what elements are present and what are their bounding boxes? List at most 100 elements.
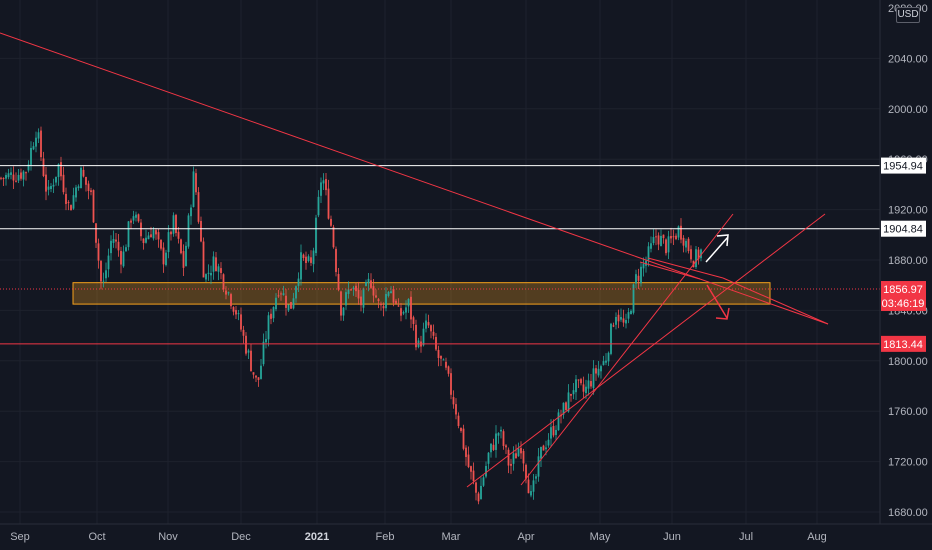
candle-body (542, 445, 545, 451)
candle-body (350, 289, 352, 291)
candle-body (630, 310, 632, 315)
candle-body (340, 291, 342, 316)
candle-body (650, 243, 652, 249)
candle-body (40, 130, 42, 158)
candle-body (232, 307, 235, 312)
last-price-label: 1856.97 (883, 284, 923, 296)
candle-body (632, 284, 635, 313)
candle-body (155, 230, 157, 235)
candle-body (202, 241, 205, 278)
candle-body (5, 175, 7, 179)
candle-body (357, 289, 360, 299)
candle-body (142, 238, 145, 244)
candle-body (467, 454, 470, 468)
candle-body (515, 453, 517, 459)
candle-body (377, 299, 380, 301)
candle-body (635, 274, 637, 284)
candle-body (347, 289, 350, 294)
candle-body (35, 137, 37, 147)
candle-body (687, 238, 690, 252)
candle-body (217, 266, 220, 272)
candle-body (437, 349, 440, 358)
candle-body (595, 368, 597, 374)
candle-body (2, 177, 5, 179)
candle-body (647, 246, 650, 261)
candle-body (572, 390, 575, 395)
candle-body (500, 429, 502, 432)
candle-body (605, 360, 607, 363)
candle-body (337, 274, 340, 290)
candle-body (365, 281, 367, 286)
candle-body (135, 214, 137, 218)
candle-body (100, 261, 102, 282)
candle-body (92, 190, 95, 223)
candle-body (80, 167, 82, 189)
candle-body (522, 450, 525, 464)
trendline[interactable] (647, 257, 724, 279)
candle-body (477, 493, 480, 502)
candle-body (507, 449, 510, 466)
candle-body (205, 274, 207, 280)
up-arrow-shaft[interactable] (705, 236, 729, 263)
candle-body (87, 183, 90, 191)
candle-body (675, 235, 677, 240)
candle-body (110, 240, 112, 254)
candle-body (662, 234, 665, 239)
candle-body (105, 270, 107, 279)
candle-body (425, 320, 427, 329)
time-scale[interactable]: Sep Oct Nov Dec 2021 Feb Mar Apr May Jun Jul Aug (10, 531, 827, 543)
candle-body (297, 278, 300, 286)
candle-body (490, 443, 492, 453)
currency-button[interactable]: USD (896, 7, 920, 23)
candle-body (220, 268, 222, 273)
candle-body (12, 174, 15, 181)
candle-body (625, 319, 627, 324)
candle-body (130, 220, 132, 223)
candle-body (327, 188, 330, 219)
trendlines (0, 32, 829, 488)
candle-body (367, 278, 370, 284)
candle-body (62, 174, 65, 193)
candle-body (470, 466, 472, 472)
candle-body (47, 186, 50, 190)
candle-body (505, 445, 507, 448)
candle-body (462, 428, 465, 449)
candle-body (497, 433, 500, 436)
candle-body (312, 250, 315, 265)
candle-body (530, 491, 532, 496)
candle-body (145, 237, 147, 243)
candle-body (640, 266, 642, 284)
trendline[interactable] (520, 213, 734, 486)
candle-body (265, 338, 267, 343)
down-arrow-shaft[interactable] (706, 284, 728, 319)
candle-body (610, 323, 612, 354)
candle-body (657, 235, 660, 245)
candle-body (597, 368, 600, 376)
candle-body (615, 316, 617, 325)
candle-body (82, 169, 85, 177)
candle-body (292, 298, 295, 309)
y-tick-label: 1880.00 (888, 255, 928, 267)
candle-body (95, 223, 97, 243)
candle-body (587, 380, 590, 389)
candle-body (75, 187, 77, 198)
candle-body (245, 335, 247, 354)
y-tick-label: 2040.00 (888, 53, 928, 65)
trendline[interactable] (466, 213, 826, 488)
candle-body (45, 174, 47, 192)
trendline[interactable] (0, 32, 829, 325)
trendline[interactable] (639, 261, 701, 280)
candle-body (682, 237, 685, 246)
candle-body (227, 292, 230, 294)
candle-body (137, 214, 140, 222)
price-line-label: 1813.44 (883, 339, 923, 351)
candle-body (360, 296, 362, 306)
candle-body (85, 176, 87, 185)
trendline[interactable] (722, 277, 829, 325)
candle-body (27, 164, 30, 171)
candle-body (620, 317, 622, 320)
candle-body (70, 205, 72, 211)
candle-body (277, 295, 280, 297)
candle-body (132, 216, 135, 221)
